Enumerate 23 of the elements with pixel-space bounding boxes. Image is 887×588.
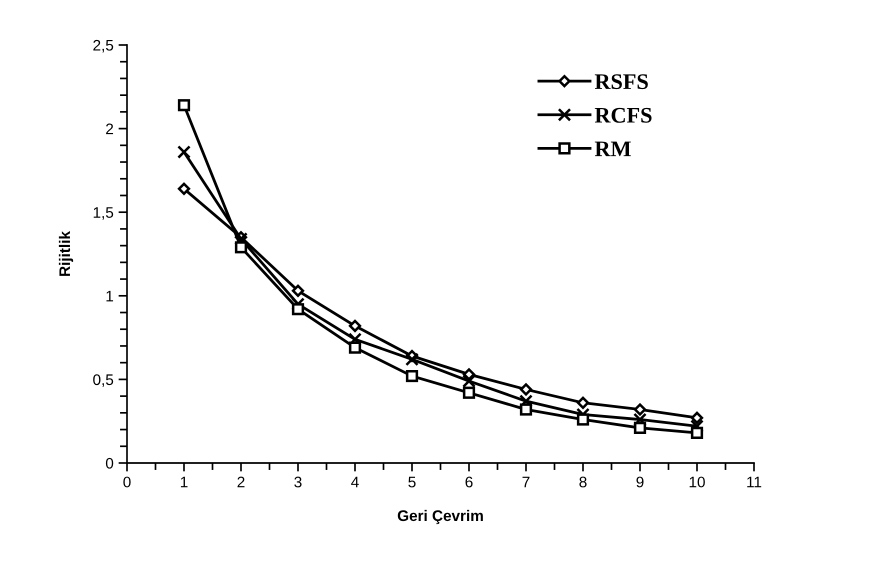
x-tick-label: 5 xyxy=(408,476,416,488)
x-axis-title: Geri Çevrim xyxy=(398,510,483,524)
legend-label: RM xyxy=(594,142,631,156)
x-tick-label: 6 xyxy=(466,476,473,488)
y-tick-label: 1 xyxy=(106,290,114,302)
y-tick-label: 1,5 xyxy=(94,207,114,220)
legend-label: RSFS xyxy=(594,74,648,90)
legend-label: RCFS xyxy=(594,108,652,123)
y-tick-label: 0 xyxy=(106,458,114,469)
x-tick-label: 10 xyxy=(690,476,705,488)
x-tick-label: 7 xyxy=(522,476,530,488)
x-tick-label: 0 xyxy=(123,476,131,488)
y-tick-label: 2,5 xyxy=(93,40,114,52)
x-tick-label: 9 xyxy=(636,476,644,488)
x-tick-label: 11 xyxy=(747,476,762,488)
x-tick-label: 1 xyxy=(180,476,188,488)
x-tick-label: 2 xyxy=(238,476,244,488)
x-tick-label: 8 xyxy=(579,476,587,488)
y-tick-label: 0,5 xyxy=(93,374,114,387)
x-tick-label: 3 xyxy=(294,476,302,488)
y-axis-title: Rijitlik xyxy=(58,231,74,276)
x-tick-label: 4 xyxy=(351,476,359,488)
y-tick-label: 2 xyxy=(106,123,114,134)
